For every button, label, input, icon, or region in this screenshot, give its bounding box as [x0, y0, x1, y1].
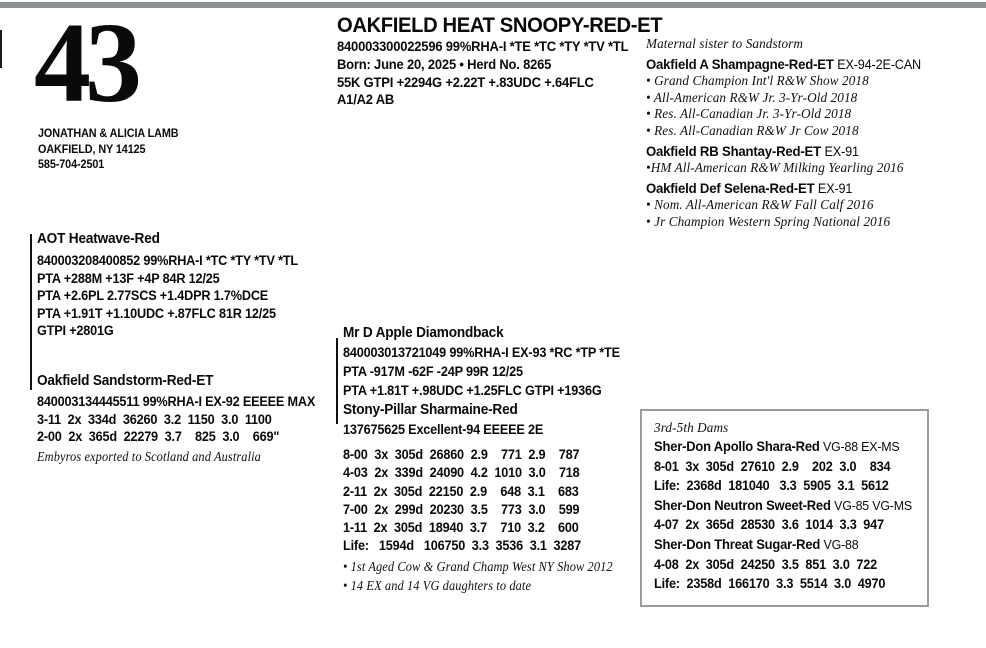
dam-entry-name-line: Sher-Don Neutron Sweet-Red VG-85 VG-MS — [654, 496, 912, 516]
dam-entry-name: Sher-Don Threat Sugar-Red — [654, 536, 821, 552]
sister-name: Oakfield Def Selena-Red-ET — [646, 179, 815, 196]
dam-lactation-record: 3-11 2x 334d 36260 3.2 1150 3.0 1100 — [37, 411, 272, 427]
animal-gtpi-line: 55K GTPI +2294G +2.22T +.83UDC +.64FLC — [337, 74, 594, 90]
consignor-address: OAKFIELD, NY 14125 — [38, 143, 146, 156]
second-dam-name: Stony-Pillar Sharmaine-Red — [343, 402, 518, 418]
dam-entry-record: Life: 2358d 166170 3.3 5514 3.0 4970 — [654, 576, 886, 592]
animal-name: OAKFIELD HEAT SNOOPY-RED-ET — [337, 13, 663, 37]
dam-entry-score: VG-88 — [823, 536, 859, 552]
consignor-name: JONATHAN & ALICIA LAMB — [38, 128, 179, 140]
dam-sire-block: Mr D Apple Diamondback 840003013721049 9… — [343, 323, 620, 439]
sister-score: EX-91 — [817, 180, 853, 196]
consignor-block: JONATHAN & ALICIA LAMB OAKFIELD, NY 1412… — [38, 127, 179, 174]
sire-pta-line: PTA +288M +13F +4P 84R 12/25 — [37, 270, 220, 286]
lactation-record: 2-11 2x 305d 22150 2.9 648 3.1 683 — [343, 483, 579, 499]
animal-beta-casein: A1/A2 AB — [337, 92, 395, 108]
sister-name-line: Oakfield A Shampagne-Red-ET EX-94-2E-CAN — [646, 56, 921, 73]
maternal-sisters-block: Maternal sister to Sandstorm Oakfield A … — [646, 36, 939, 230]
dam-entry-name-line: Sher-Don Apollo Shara-Red VG-88 EX-MS — [654, 437, 901, 457]
sister-achievement: • Nom. All-American R&W Fall Calf 2016 — [646, 196, 874, 212]
sire-name: AOT Heatwave-Red — [37, 231, 160, 247]
sister-name-line: Oakfield RB Shantay-Red-ET EX-91 — [646, 143, 921, 160]
second-dam-records: 8-00 3x 305d 26860 2.9 771 2.9 787 4-03 … — [343, 446, 613, 594]
lifetime-record: Life: 1594d 106750 3.3 3536 3.1 3287 — [343, 538, 581, 554]
dam-entry-score: VG-85 VG-MS — [834, 497, 912, 513]
second-dam-achievement: • 14 EX and 14 VG daughters to date — [343, 578, 532, 594]
pedigree-connector-line — [30, 234, 32, 390]
dam-block: Oakfield Sandstorm-Red-ET 84000313444551… — [37, 372, 315, 465]
dam-name: Oakfield Sandstorm-Red-ET — [37, 373, 214, 389]
lactation-record: 1-11 2x 305d 18940 3.7 710 3.2 600 — [343, 520, 579, 536]
dam-registration: 840003134445511 99%RHA-I EX-92 EEEEE MAX — [37, 394, 316, 409]
sister-achievement: • Res. All-Canadian Jr. 3-Yr-Old 2018 — [646, 106, 852, 122]
further-dams-box: 3rd-5th Dams Sher-Don Apollo Shara-Red V… — [640, 409, 929, 607]
second-dam-achievement: • 1st Aged Cow & Grand Champ West NY Sho… — [343, 558, 613, 574]
dam-entry-name: Sher-Don Apollo Shara-Red — [654, 439, 820, 454]
dam-entry-record: 8-01 3x 305d 27610 2.9 202 3.0 834 — [654, 458, 891, 474]
dam-sire-pta-line: PTA +1.81T +.98UDC +1.25FLC GTPI +1936G — [343, 383, 602, 398]
dam-sire-registration: 840003013721049 99%RHA-I EX-93 *RC *TP *… — [343, 345, 620, 360]
animal-born-line: Born: June 20, 2025 • Herd No. 8265 — [337, 56, 552, 72]
dam-sire-name: Mr D Apple Diamondback — [343, 325, 504, 341]
dam-note: Embyros exported to Scotland and Austral… — [37, 448, 261, 464]
lactation-record: 4-03 2x 339d 24090 4.2 1010 3.0 718 — [343, 465, 580, 481]
second-dam-registration: 137675625 Excellent-94 EEEEE 2E — [343, 422, 544, 437]
sister-name: Oakfield RB Shantay-Red-ET — [646, 142, 822, 159]
sister-name-line: Oakfield Def Selena-Red-ET EX-91 — [646, 180, 921, 197]
pedigree-connector-line — [336, 338, 338, 424]
sister-achievement: • Res. All-Canadian R&W Jr Cow 2018 — [646, 123, 859, 139]
sister-achievement: • Jr Champion Western Spring National 20… — [646, 213, 891, 229]
consignor-phone: 585-704-2501 — [38, 159, 105, 171]
sister-score: EX-94-2E-CAN — [837, 56, 922, 72]
sire-gtpi-line: GTPI +2801G — [37, 323, 114, 339]
top-rule-bar — [0, 2, 986, 8]
animal-header-block: OAKFIELD HEAT SNOOPY-RED-ET 840003300022… — [337, 13, 663, 109]
maternal-sisters-heading: Maternal sister to Sandstorm — [646, 36, 804, 51]
dam-entry-record: Life: 2368d 181040 3.3 5905 3.1 5612 — [654, 478, 889, 494]
sister-achievement: • Grand Champion Int'l R&W Show 2018 — [646, 72, 869, 88]
dam-sire-pta-line: PTA -917M -62F -24P 99R 12/25 — [343, 364, 523, 379]
lot-number: 43 — [34, 0, 142, 126]
further-dams-heading: 3rd-5th Dams — [654, 420, 729, 435]
sire-pta-line: PTA +1.91T +1.10UDC +.87FLC 81R 12/25 — [37, 305, 276, 321]
sister-achievement: •HM All-American R&W Milking Yearling 20… — [646, 159, 904, 175]
sister-achievement: • All-American R&W Jr. 3-Yr-Old 2018 — [646, 89, 858, 105]
dam-entry-record: 4-07 2x 365d 28530 3.6 1014 3.3 947 — [654, 517, 884, 533]
sire-pta-line: PTA +2.6PL 2.77SCS +1.4DPR 1.7%DCE — [37, 288, 269, 304]
animal-registration: 840003300022596 99%RHA-I *TE *TC *TY *TV… — [337, 39, 629, 54]
page-edge-artifact — [0, 30, 2, 68]
dam-lactation-record: 2-00 2x 365d 22279 3.7 825 3.0 669" — [37, 429, 280, 445]
dam-entry-name-line: Sher-Don Threat Sugar-Red VG-88 — [654, 535, 901, 555]
sire-registration: 840003208400852 99%RHA-I *TC *TY *TV *TL — [37, 253, 298, 268]
lactation-record: 8-00 3x 305d 26860 2.9 771 2.9 787 — [343, 447, 580, 462]
sister-score: EX-91 — [824, 143, 859, 159]
lactation-record: 7-00 2x 299d 20230 3.5 773 3.0 599 — [343, 501, 580, 517]
sire-block: AOT Heatwave-Red 840003208400852 99%RHA-… — [37, 230, 298, 340]
sister-name: Oakfield A Shampagne-Red-ET — [646, 55, 834, 72]
dam-entry-score: VG-88 EX-MS — [823, 439, 900, 454]
dam-entry-name: Sher-Don Neutron Sweet-Red — [654, 497, 831, 513]
dam-entry-record: 4-08 2x 305d 24250 3.5 851 3.0 722 — [654, 556, 878, 572]
